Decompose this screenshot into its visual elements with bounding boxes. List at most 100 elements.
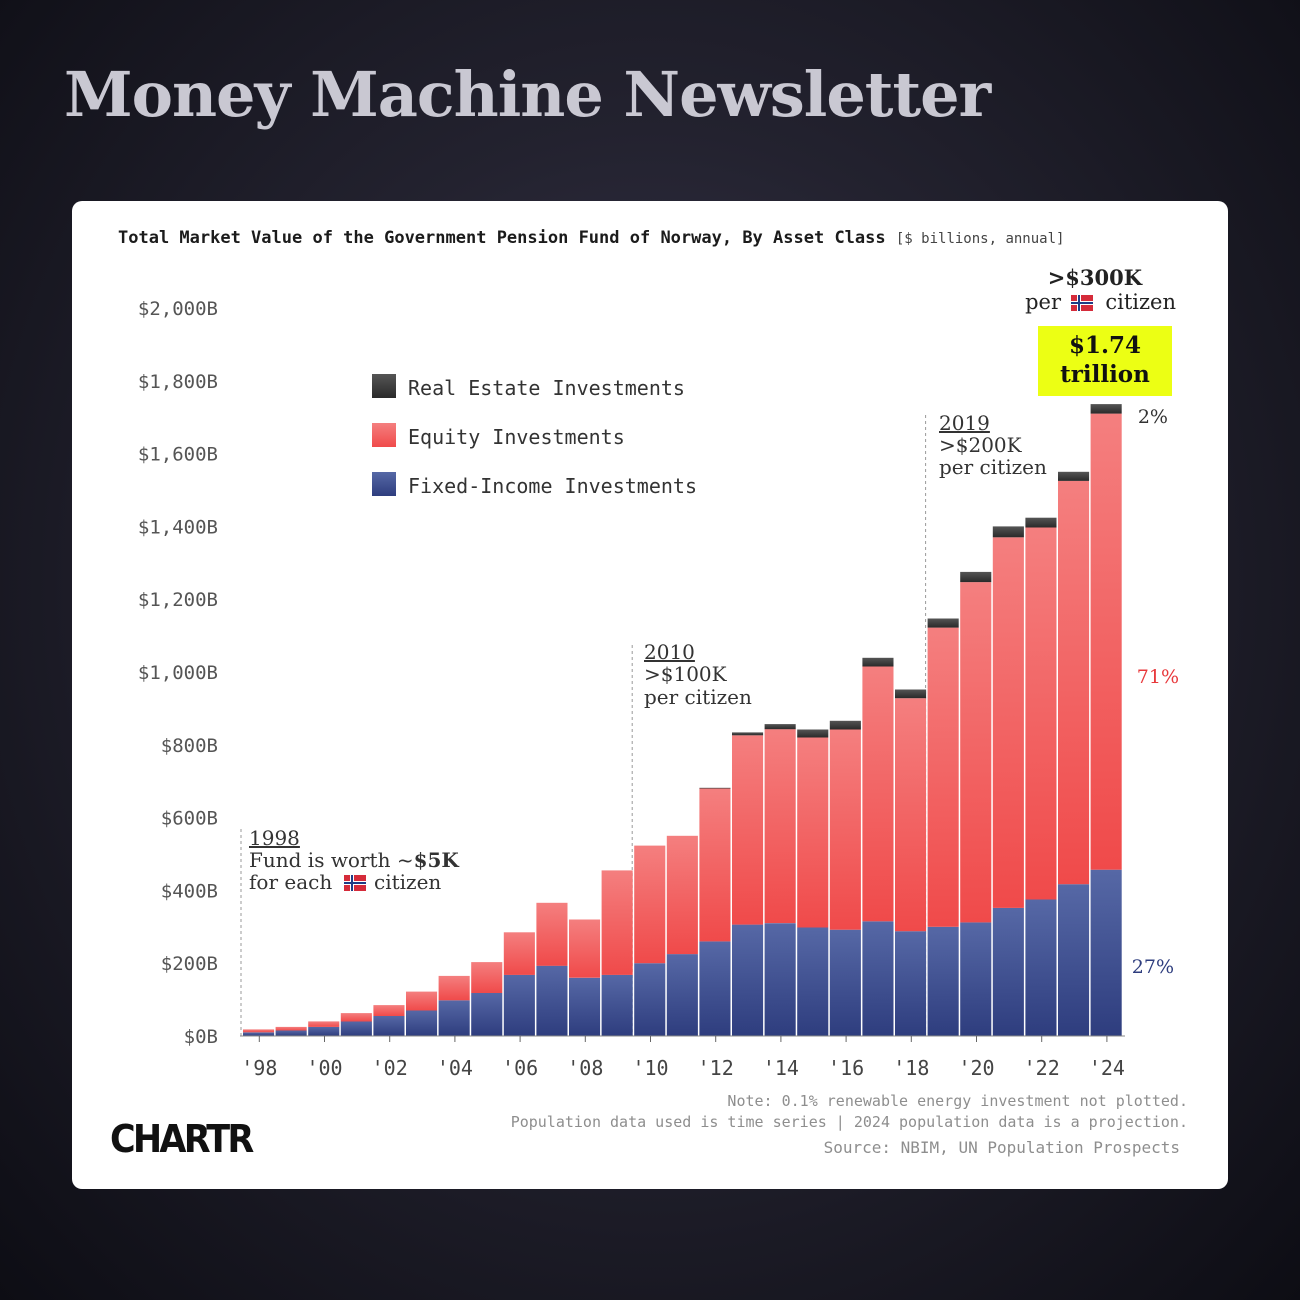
y-tick-label: $2,000B xyxy=(138,298,218,320)
bar-equity-2023 xyxy=(1058,480,1090,885)
bar-equity-2020 xyxy=(960,582,992,923)
y-tick-label: $400B xyxy=(161,880,218,902)
annotation-2019: 2019 >$200K per citizen xyxy=(939,411,1047,479)
y-tick-label: $0B xyxy=(184,1026,218,1048)
chart-title-text: Total Market Value of the Government Pen… xyxy=(118,228,886,248)
norway-flag-icon xyxy=(344,875,366,891)
bar-equity-2005 xyxy=(471,962,503,993)
bar-equity-2018 xyxy=(895,698,927,932)
legend-label-equity: Equity Investments xyxy=(408,425,625,449)
x-tick-label: '16 xyxy=(828,1056,864,1080)
newsletter-title: Money Machine Newsletter xyxy=(64,58,991,131)
top-note-citizen: citizen xyxy=(1105,290,1176,314)
annotation-2010-line2: per citizen xyxy=(644,685,752,709)
annotation-2010-year: 2010 xyxy=(644,640,695,664)
annotation-2019-year: 2019 xyxy=(939,411,990,435)
bar-fixed-income-2015 xyxy=(797,927,829,1036)
bar-real-estate-2015 xyxy=(797,729,829,738)
bar-fixed-income-2014 xyxy=(764,923,796,1036)
bar-fixed-income-2023 xyxy=(1058,884,1090,1036)
y-tick-label: $1,800B xyxy=(138,371,218,393)
bars xyxy=(243,404,1122,1036)
annotation-1998-line1: Fund is worth ~$5K xyxy=(249,848,459,872)
bar-equity-2007 xyxy=(536,902,568,966)
top-note-amount: >$300K xyxy=(1048,265,1143,290)
chart-title: Total Market Value of the Government Pen… xyxy=(118,228,1064,248)
annotation-1998: 1998 Fund is worth ~$5K for each citizen xyxy=(249,826,459,894)
y-tick-label: $1,000B xyxy=(138,662,218,684)
bar-fixed-income-2008 xyxy=(569,977,601,1036)
x-tick-label: '20 xyxy=(958,1056,994,1080)
norway-flag-icon xyxy=(1071,295,1093,311)
bar-equity-1999 xyxy=(275,1026,307,1031)
legend-swatch-real-estate xyxy=(372,374,396,398)
legend-swatch-fixed-income xyxy=(372,472,396,496)
bar-equity-2008 xyxy=(569,919,601,978)
bar-fixed-income-2010 xyxy=(634,963,666,1036)
bar-fixed-income-2003 xyxy=(406,1010,438,1036)
bar-equity-2006 xyxy=(503,932,535,975)
x-tick-label: '98 xyxy=(241,1056,277,1080)
highlight-unit: trillion xyxy=(1060,361,1150,388)
chart-card: Total Market Value of the Government Pen… xyxy=(72,201,1228,1189)
total-highlight: $1.74 trillion xyxy=(1038,326,1172,396)
bar-real-estate-2022 xyxy=(1025,517,1057,528)
pct-fixed-income: 27% xyxy=(1132,956,1174,978)
note-population: Population data used is time series | 20… xyxy=(510,1113,1188,1131)
bar-fixed-income-2000 xyxy=(308,1026,340,1036)
stacked-bar-chart: $0B $200B $400B $600B $800B $1,000B $1,200B $1,… xyxy=(138,265,1179,1080)
bar-real-estate-2024 xyxy=(1090,404,1122,414)
x-tick-label: '14 xyxy=(763,1056,799,1080)
bar-real-estate-2023 xyxy=(1058,471,1090,481)
bar-equity-2012 xyxy=(699,788,731,942)
bar-equity-2017 xyxy=(862,666,894,922)
y-tick-label: $600B xyxy=(161,808,218,830)
bar-equity-2004 xyxy=(438,975,470,1001)
annotation-2010: 2010 >$100K per citizen xyxy=(644,640,752,709)
bar-equity-2021 xyxy=(992,537,1024,908)
bar-fixed-income-2006 xyxy=(503,974,535,1036)
x-axis-ticks: '98 '00 '02 '04 '06 '08 '10 '12 '14 '16 '18 '20 '22 '… xyxy=(241,1036,1125,1080)
bar-fixed-income-2007 xyxy=(536,965,568,1036)
y-tick-label: $1,200B xyxy=(138,589,218,611)
annotation-1998-line2: for each xyxy=(249,870,332,894)
bar-fixed-income-2001 xyxy=(340,1021,372,1036)
bar-fixed-income-2005 xyxy=(471,993,503,1036)
bar-fixed-income-2024 xyxy=(1090,869,1122,1036)
bar-equity-2022 xyxy=(1025,527,1057,900)
bar-real-estate-2019 xyxy=(927,618,959,628)
bar-real-estate-2018 xyxy=(895,689,927,699)
x-tick-label: '00 xyxy=(306,1056,342,1080)
legend: Real Estate Investments Equity Investmen… xyxy=(372,374,697,498)
bar-equity-2014 xyxy=(764,729,796,924)
note-renewable: Note: 0.1% renewable energy investment n… xyxy=(727,1092,1188,1110)
annotation-2019-line2: per citizen xyxy=(939,455,1047,479)
annotation-1998-year: 1998 xyxy=(249,826,300,850)
bar-real-estate-2013 xyxy=(732,732,764,736)
chartr-logo: CHARTR xyxy=(110,1117,254,1161)
bar-equity-2015 xyxy=(797,737,829,928)
legend-label-fixed-income: Fixed-Income Investments xyxy=(408,474,697,498)
bar-real-estate-2017 xyxy=(862,657,894,667)
pct-equity: 71% xyxy=(1137,666,1179,688)
bar-fixed-income-2019 xyxy=(927,926,959,1036)
bar-equity-2024 xyxy=(1090,413,1122,870)
annotation-2010-line1: >$100K xyxy=(644,662,728,686)
bar-fixed-income-2004 xyxy=(438,1000,470,1036)
highlight-box xyxy=(1038,326,1172,396)
bar-fixed-income-2002 xyxy=(373,1016,405,1036)
bar-real-estate-2014 xyxy=(764,724,796,730)
bar-equity-2010 xyxy=(634,845,666,964)
y-tick-label: $800B xyxy=(161,735,218,757)
bar-fixed-income-2017 xyxy=(862,921,894,1036)
highlight-amount: $1.74 xyxy=(1069,332,1141,359)
legend-label-real-estate: Real Estate Investments xyxy=(408,376,685,400)
bar-fixed-income-1999 xyxy=(275,1030,307,1036)
bar-fixed-income-2016 xyxy=(829,929,861,1036)
bar-fixed-income-1998 xyxy=(243,1032,275,1036)
bar-equity-2013 xyxy=(732,735,764,925)
chart-source: Source: NBIM, UN Population Prospects xyxy=(823,1138,1180,1157)
bar-equity-2000 xyxy=(308,1021,340,1027)
bar-fixed-income-2021 xyxy=(992,907,1024,1036)
x-tick-label: '02 xyxy=(372,1056,408,1080)
